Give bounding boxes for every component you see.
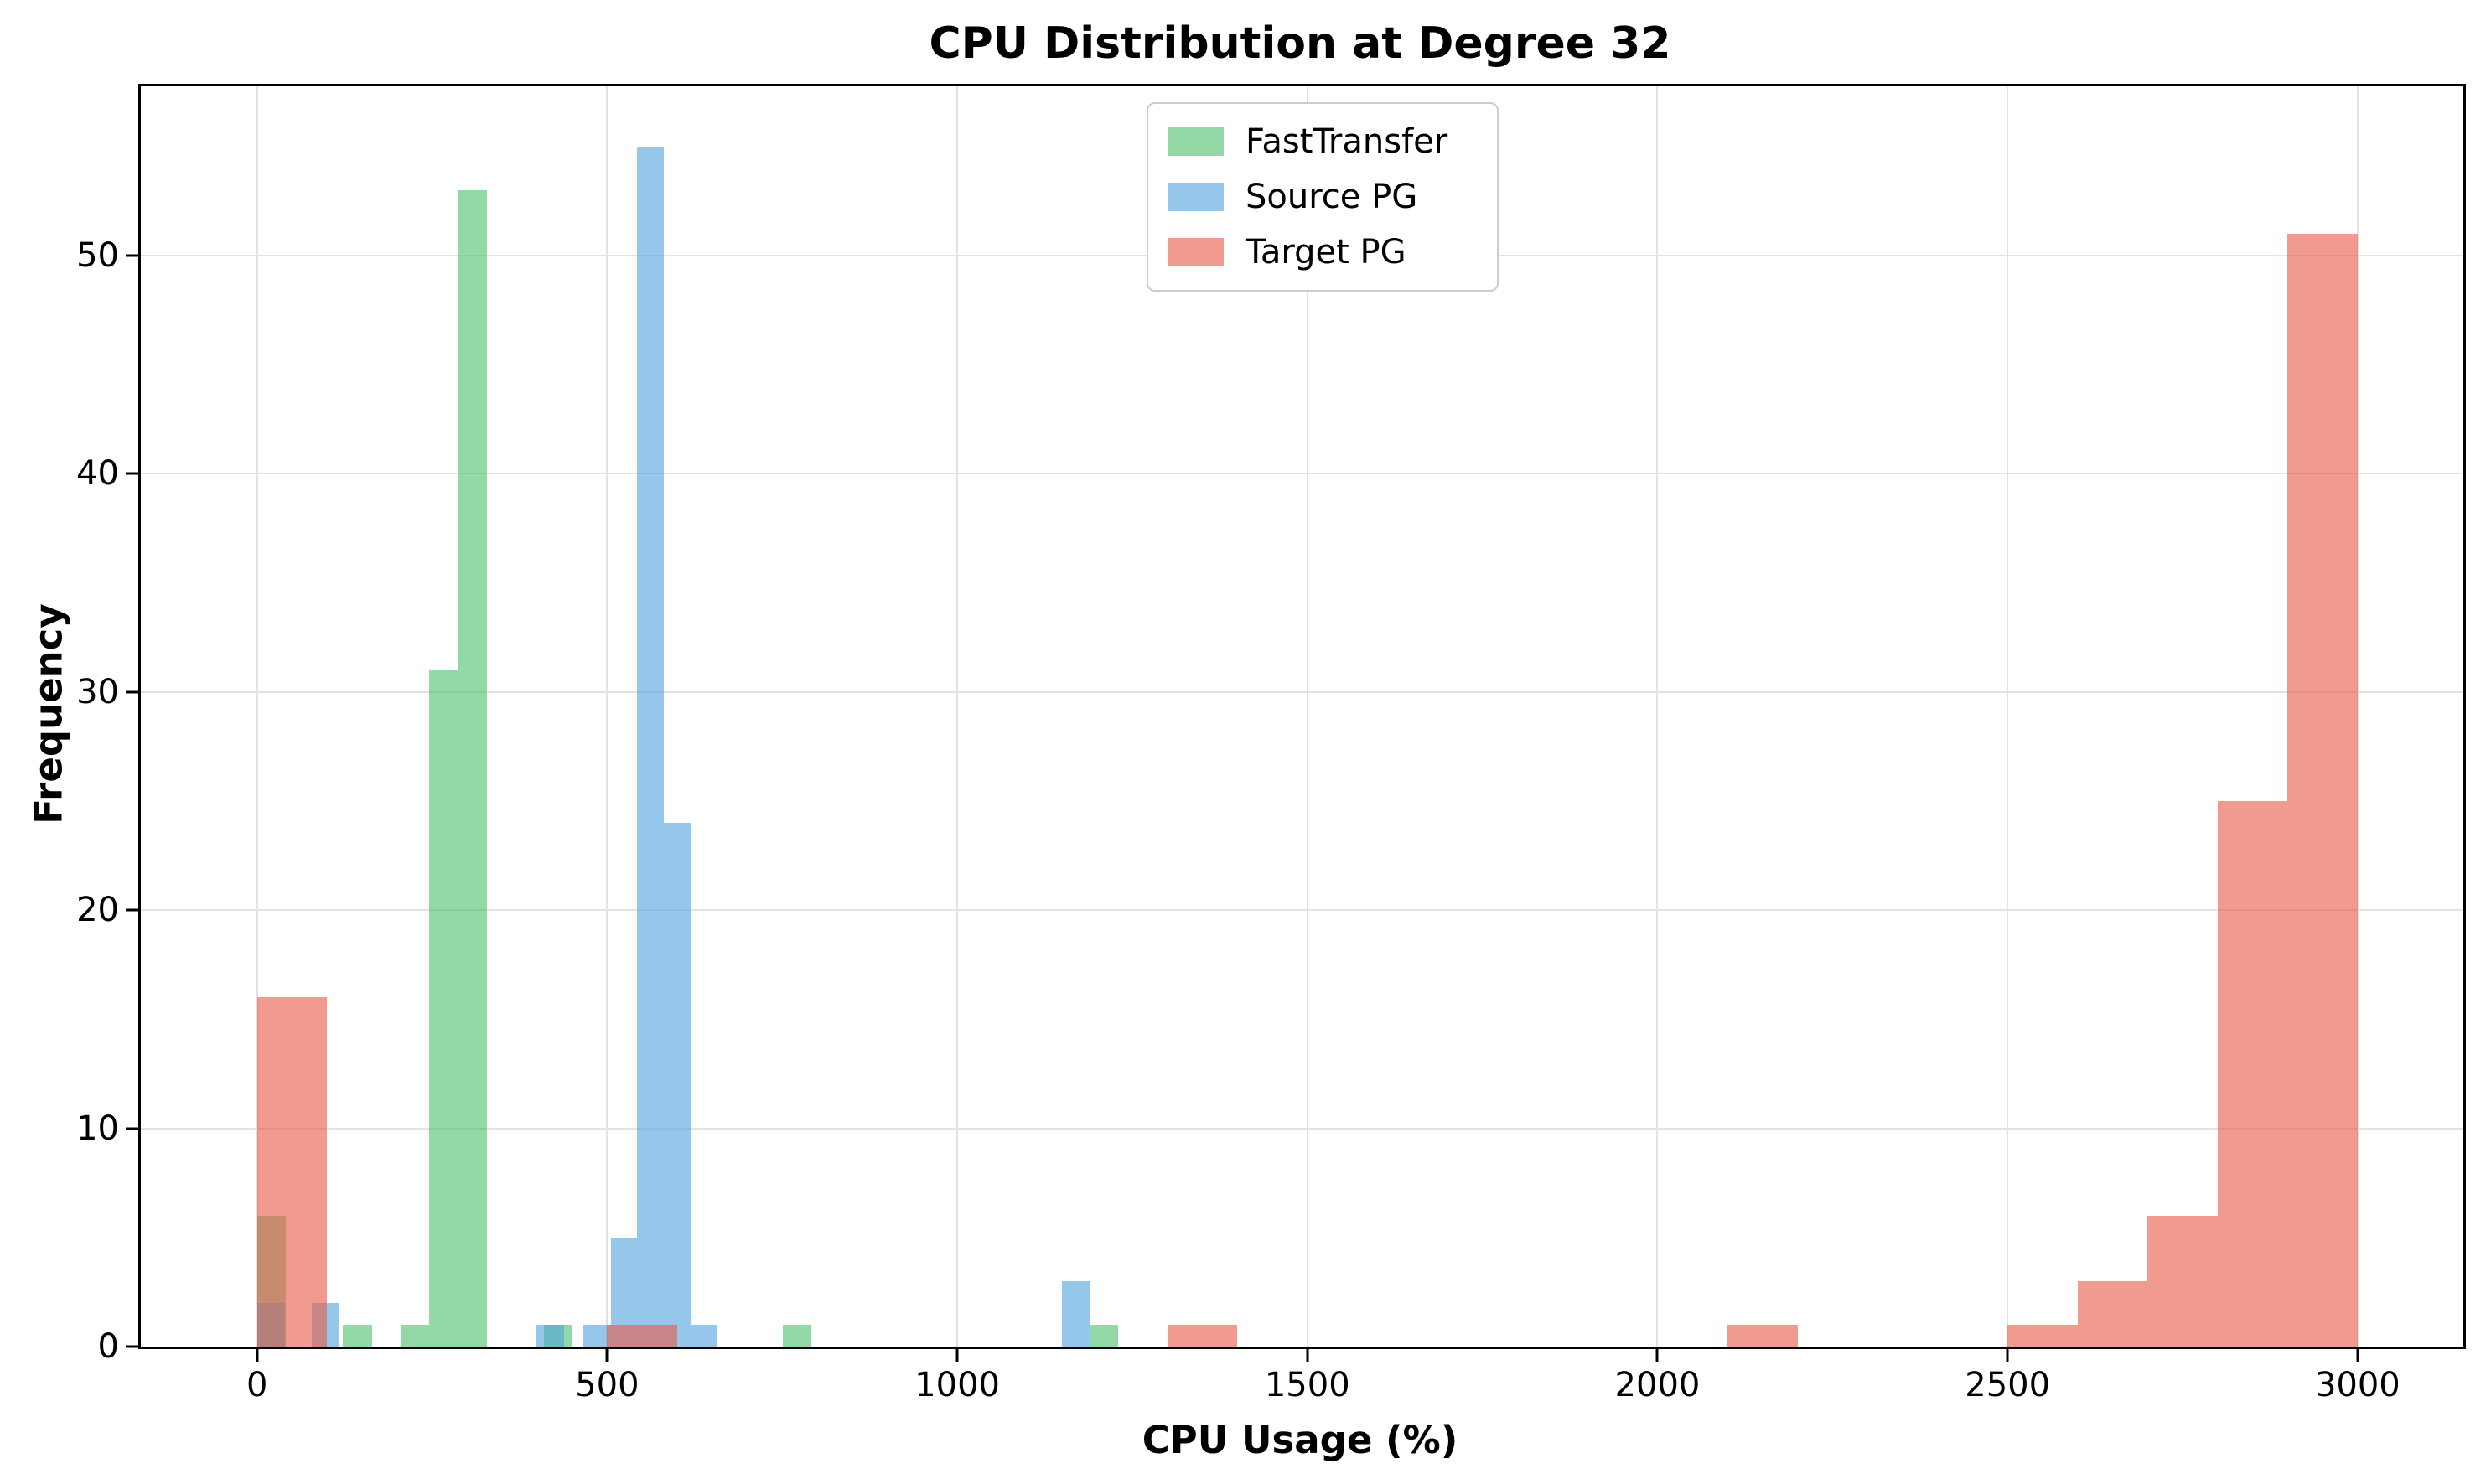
gridline-y-20 — [141, 909, 2463, 912]
y-tick-label-10: 10 — [76, 1109, 119, 1148]
x-tick-mark-0 — [256, 1349, 259, 1362]
bar-fasttransfer-4 — [458, 189, 487, 1347]
x-tick-label-2500: 2500 — [1965, 1366, 2051, 1404]
x-tick-label-0: 0 — [246, 1366, 268, 1404]
legend-item-target-pg: Target PG — [1168, 231, 1477, 273]
bar-fasttransfer-2 — [400, 1324, 430, 1347]
bar-target-pg-4 — [2007, 1324, 2078, 1347]
bar-fasttransfer-7 — [1089, 1324, 1119, 1347]
bar-target-pg-1 — [607, 1324, 677, 1347]
bar-source-pg-5 — [637, 146, 665, 1347]
y-tick-label-20: 20 — [76, 891, 119, 930]
legend-label-fasttransfer: FastTransfer — [1246, 122, 1448, 161]
legend-label-source-pg: Source PG — [1246, 178, 1418, 216]
x-tick-mark-1000 — [955, 1349, 959, 1362]
gridline-x-2000 — [1656, 86, 1659, 1347]
y-tick-mark-50 — [126, 254, 138, 257]
bar-source-pg-3 — [583, 1324, 611, 1347]
gridline-y-30 — [141, 690, 2463, 693]
bar-target-pg-7 — [2217, 800, 2288, 1347]
x-tick-label-2000: 2000 — [1614, 1366, 1701, 1404]
x-tick-mark-2000 — [1655, 1349, 1659, 1362]
bar-target-pg-8 — [2287, 233, 2358, 1347]
bar-target-pg-3 — [1727, 1324, 1798, 1347]
gridline-x-500 — [606, 86, 609, 1347]
y-tick-mark-20 — [126, 908, 138, 912]
legend-swatch-target-pg — [1168, 238, 1224, 266]
bar-source-pg-7 — [690, 1324, 717, 1347]
gridline-y-10 — [141, 1127, 2463, 1130]
gridline-x-1500 — [1306, 86, 1308, 1347]
legend-swatch-source-pg — [1168, 183, 1224, 211]
gridline-x-0 — [256, 86, 258, 1347]
x-tick-mark-2500 — [2006, 1349, 2009, 1362]
y-tick-mark-30 — [126, 690, 138, 694]
y-tick-mark-40 — [126, 472, 138, 475]
y-tick-mark-10 — [126, 1127, 138, 1130]
x-tick-mark-3000 — [2356, 1349, 2359, 1362]
x-tick-mark-1500 — [1306, 1349, 1309, 1362]
x-tick-label-500: 500 — [575, 1366, 640, 1404]
x-tick-label-1000: 1000 — [914, 1366, 1000, 1404]
y-tick-label-0: 0 — [97, 1327, 119, 1366]
bar-source-pg-6 — [664, 822, 691, 1347]
y-tick-label-30: 30 — [76, 672, 119, 711]
bar-fasttransfer-1 — [343, 1324, 372, 1347]
legend: FastTransfer Source PG Target PG — [1147, 102, 1499, 292]
gridline-x-2500 — [2007, 86, 2009, 1347]
x-axis-label: CPU Usage (%) — [1142, 1418, 1458, 1462]
x-tick-label-1500: 1500 — [1264, 1366, 1350, 1404]
bar-source-pg-8 — [1061, 1280, 1090, 1347]
bar-fasttransfer-6 — [783, 1324, 812, 1347]
y-tick-label-40: 40 — [76, 454, 119, 494]
legend-item-fasttransfer: FastTransfer — [1168, 121, 1477, 163]
chart-title: CPU Distribution at Degree 32 — [929, 18, 1671, 69]
x-tick-mark-500 — [605, 1349, 609, 1362]
legend-swatch-fasttransfer — [1168, 127, 1224, 156]
x-tick-label-3000: 3000 — [2314, 1366, 2400, 1404]
gridline-x-1000 — [956, 86, 959, 1347]
y-tick-label-50: 50 — [76, 235, 119, 275]
bar-target-pg-5 — [2077, 1280, 2148, 1347]
legend-label-target-pg: Target PG — [1246, 233, 1406, 271]
legend-item-source-pg: Source PG — [1168, 176, 1477, 218]
y-tick-mark-0 — [126, 1345, 138, 1348]
bar-target-pg-2 — [1167, 1324, 1238, 1347]
bar-source-pg-2 — [536, 1324, 564, 1347]
bar-target-pg-6 — [2147, 1215, 2218, 1347]
gridline-x-3000 — [2356, 86, 2359, 1347]
bar-fasttransfer-3 — [429, 670, 458, 1347]
bar-target-pg-0 — [256, 997, 328, 1347]
y-axis-label: Frequency — [26, 603, 71, 825]
plot-area: 0 500 1000 1500 2000 2500 3000 0 10 20 30 40 50 — [76, 84, 2466, 1402]
gridline-y-40 — [141, 473, 2463, 475]
